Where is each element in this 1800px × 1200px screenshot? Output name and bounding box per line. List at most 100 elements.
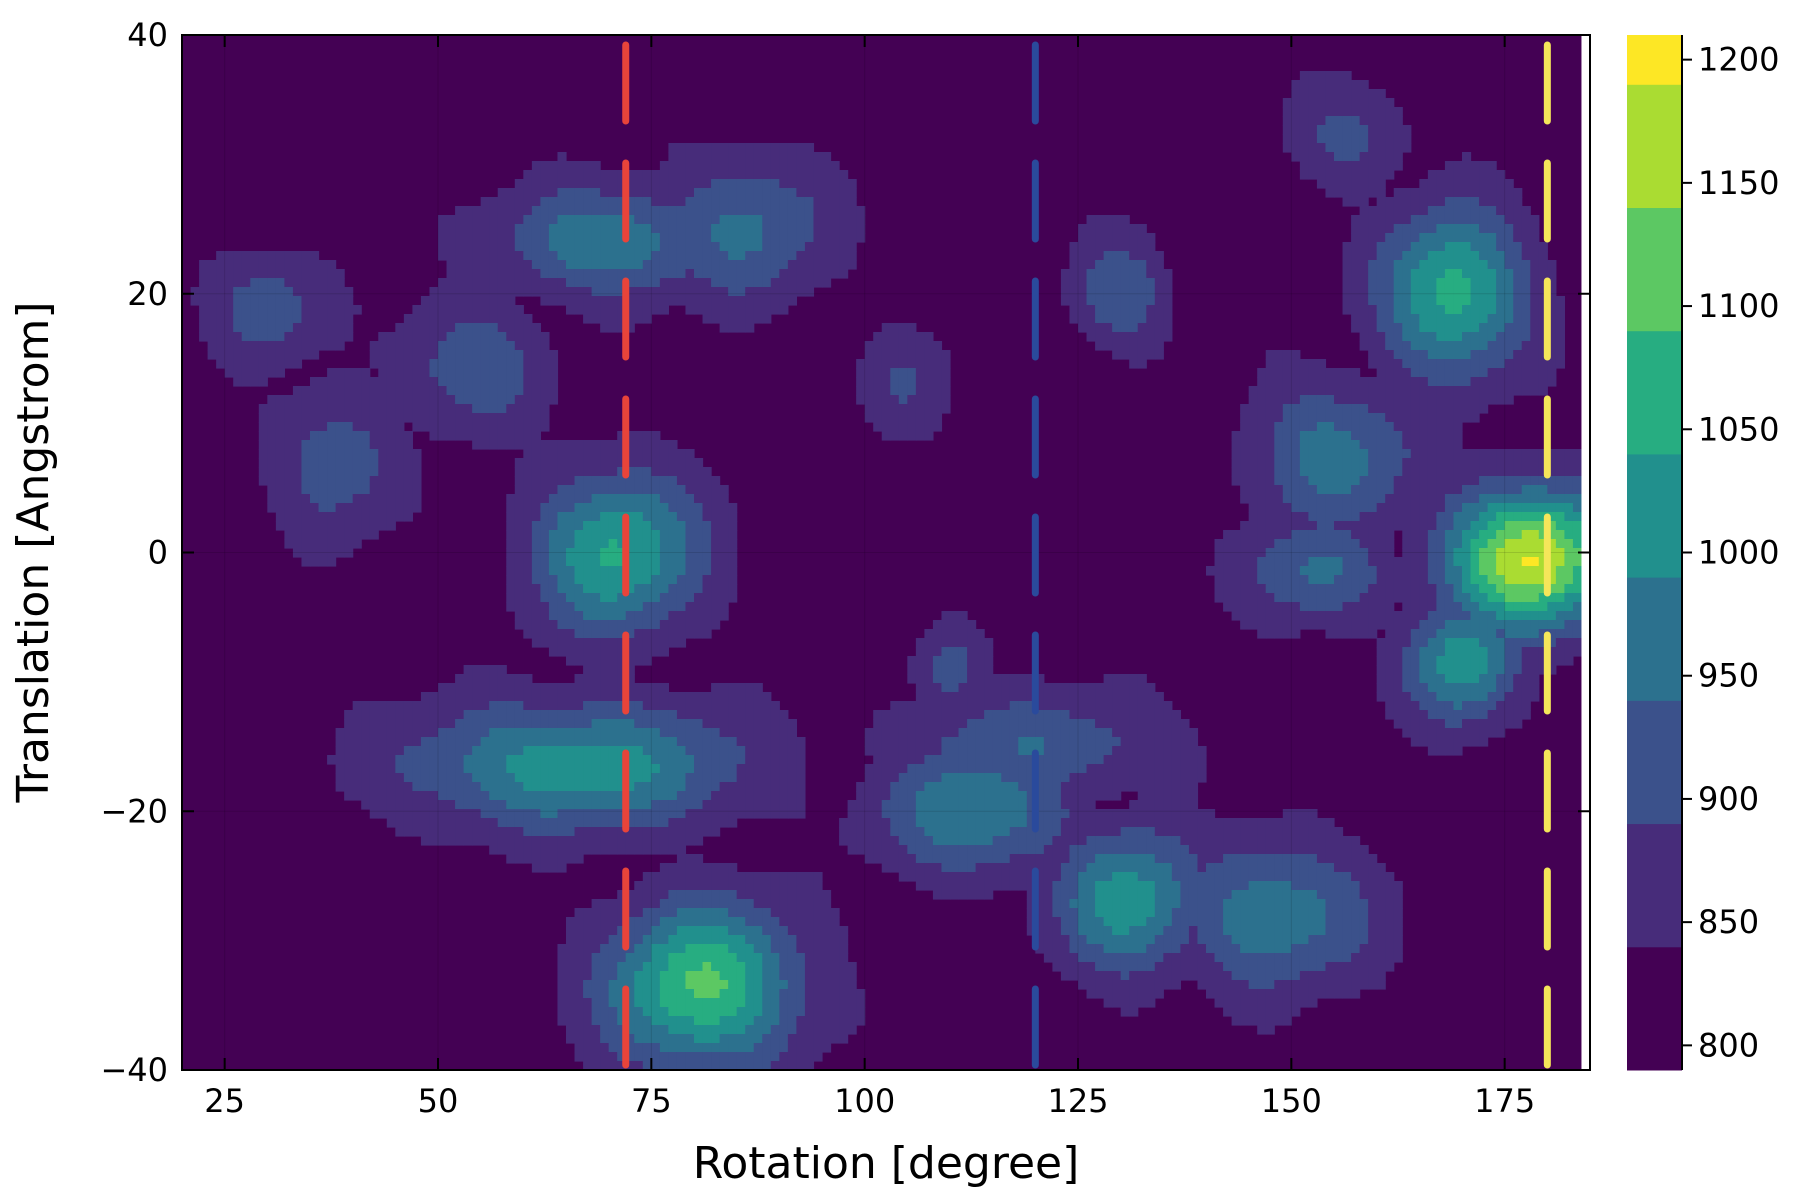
contour-cell [1530, 305, 1540, 315]
contour-cell [1410, 224, 1420, 234]
contour-cell [284, 323, 294, 333]
contour-cell [1496, 575, 1506, 585]
contour-cell [1009, 674, 1019, 684]
contour-cell [455, 413, 465, 423]
contour-cell [1359, 449, 1369, 459]
contour-cell [1351, 125, 1361, 135]
contour-cell [728, 287, 738, 297]
contour-cell [1351, 170, 1361, 180]
contour-cell [403, 431, 413, 441]
contour-cell [1427, 647, 1437, 657]
contour-cell [1530, 494, 1540, 504]
contour-cell [523, 539, 533, 549]
contour-cell [813, 233, 823, 243]
contour-cell [1265, 485, 1275, 495]
contour-cell [1291, 359, 1301, 369]
contour-cell [1521, 620, 1531, 630]
contour-cell [907, 413, 917, 423]
contour-cell [1436, 539, 1446, 549]
contour-cell [1095, 269, 1105, 279]
contour-cell [1376, 602, 1386, 612]
contour-cell [625, 215, 635, 225]
contour-cell [1376, 188, 1386, 198]
contour-cell [1342, 125, 1352, 135]
contour-cell [1257, 467, 1267, 477]
contour-cell [659, 161, 669, 171]
contour-cell [1513, 314, 1523, 324]
contour-cell [403, 377, 413, 387]
contour-cell [1299, 548, 1309, 558]
contour-cell [1112, 719, 1122, 729]
contour-cell [591, 593, 601, 603]
contour-cell [625, 521, 635, 531]
contour-cell [1103, 305, 1113, 315]
contour-cell [583, 593, 593, 603]
contour-cell [1248, 503, 1258, 513]
contour-cell [1385, 458, 1395, 468]
contour-cell [1530, 611, 1540, 621]
contour-cell [284, 431, 294, 441]
contour-cell [1436, 665, 1446, 675]
contour-cell [438, 431, 448, 441]
contour-cell [1351, 431, 1361, 441]
contour-cell [1240, 521, 1250, 531]
contour-cell [1299, 413, 1309, 423]
contour-cell [676, 278, 687, 288]
contour-cell [796, 269, 806, 279]
contour-cell [1359, 224, 1369, 234]
contour-cell [608, 602, 618, 612]
contour-cell [446, 413, 456, 423]
contour-cell [1282, 125, 1292, 135]
contour-cell [480, 413, 490, 423]
contour-cell [386, 341, 396, 351]
contour-cell [898, 341, 908, 351]
contour-cell [327, 440, 337, 450]
contour-cell [1069, 260, 1079, 270]
contour-cell [625, 251, 635, 261]
contour-cell [224, 305, 234, 315]
contour-cell [642, 530, 652, 540]
contour-cell [1385, 557, 1395, 567]
contour-cell [728, 242, 738, 252]
contour-cell [915, 701, 925, 711]
contour-cell [472, 215, 482, 225]
contour-cell [540, 692, 550, 702]
contour-cell [728, 260, 738, 270]
contour-cell [523, 575, 533, 585]
contour-cell [1410, 422, 1420, 432]
contour-cell [813, 188, 823, 198]
contour-cell [472, 395, 482, 405]
contour-cell [1453, 503, 1463, 513]
contour-cell [1504, 593, 1514, 603]
contour-cell [446, 269, 456, 279]
contour-cell [694, 188, 704, 198]
contour-cell [711, 494, 721, 504]
contour-cell [685, 566, 695, 576]
contour-cell [1137, 674, 1147, 684]
contour-cell [1479, 161, 1489, 171]
contour-cell [1470, 206, 1480, 216]
contour-cell [1325, 530, 1335, 540]
contour-cell [1026, 674, 1036, 684]
contour-cell [1444, 611, 1455, 621]
contour-cell [1513, 710, 1523, 720]
contour-cell [1308, 458, 1318, 468]
contour-cell [1487, 539, 1497, 549]
contour-cell [327, 512, 337, 522]
contour-cell [1538, 314, 1548, 324]
contour-cell [1325, 602, 1335, 612]
contour-cell [1487, 215, 1497, 225]
contour-cell [676, 584, 687, 594]
contour-cell [523, 359, 533, 369]
contour-cell [1112, 233, 1122, 243]
contour-cell [207, 278, 217, 288]
contour-cell [1368, 404, 1378, 414]
contour-cell [711, 170, 721, 180]
contour-cell [1342, 503, 1352, 513]
contour-cell [241, 269, 251, 279]
contour-cell [540, 539, 550, 549]
contour-cell [1351, 260, 1361, 270]
contour-cell [378, 476, 388, 486]
contour-cell [327, 539, 337, 549]
contour-cell [608, 179, 618, 189]
